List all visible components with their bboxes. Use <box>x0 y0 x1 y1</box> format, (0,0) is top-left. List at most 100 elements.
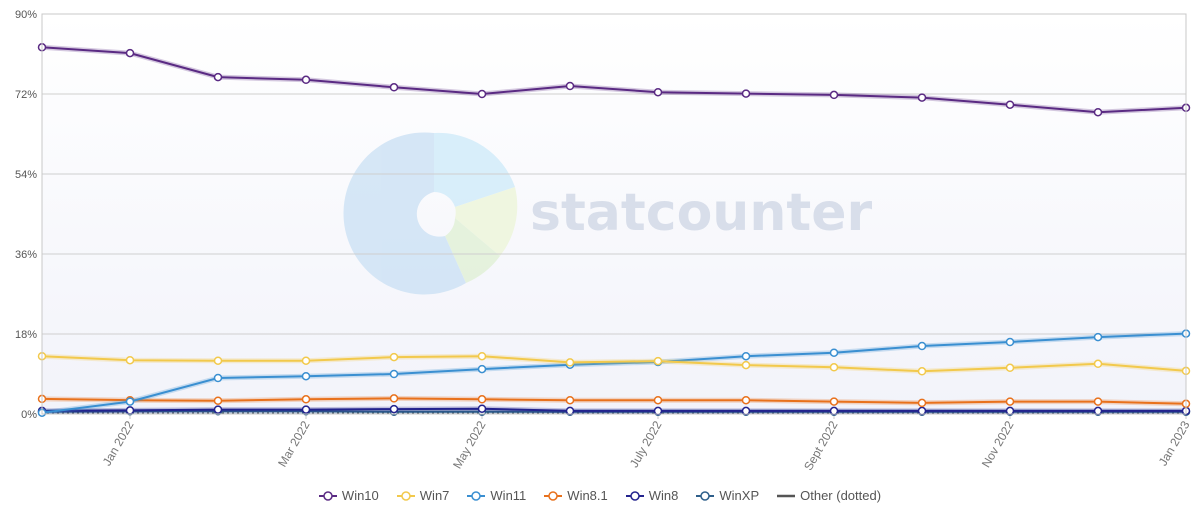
data-point[interactable] <box>653 87 663 97</box>
legend-item-win11[interactable]: Win11 <box>467 488 526 503</box>
data-point[interactable] <box>389 369 399 379</box>
legend: Win10 Win7 Win11 Win8.1 Win8 WinXP Other (dott… <box>0 488 1200 503</box>
series-line <box>41 46 1187 114</box>
plot-border <box>41 13 1187 415</box>
data-point[interactable] <box>1093 359 1103 369</box>
legend-line-icon <box>777 494 796 497</box>
data-point[interactable] <box>477 404 487 413</box>
data-point[interactable] <box>917 93 927 102</box>
series-line <box>41 407 1186 412</box>
y-tick-label: 54% <box>15 169 37 181</box>
data-point[interactable] <box>477 89 487 99</box>
y-tick-label: 72% <box>15 89 37 101</box>
data-point[interactable] <box>301 371 311 381</box>
data-point[interactable] <box>829 363 839 372</box>
series-win8-1 <box>37 394 1191 409</box>
data-point[interactable] <box>741 406 751 416</box>
data-point[interactable] <box>477 395 487 404</box>
data-point[interactable] <box>741 351 751 361</box>
series-line <box>41 397 1187 405</box>
data-point[interactable] <box>213 405 223 414</box>
data-point[interactable] <box>829 406 839 416</box>
data-point[interactable] <box>477 351 487 361</box>
data-point[interactable] <box>829 90 839 100</box>
x-tick-label: Jan 2022 <box>100 418 137 468</box>
data-point[interactable] <box>653 395 663 405</box>
data-point[interactable] <box>1005 100 1015 109</box>
legend-item-win8[interactable]: Win8 <box>625 488 679 503</box>
data-point[interactable] <box>565 406 575 416</box>
legend-label: Other (dotted) <box>800 488 882 503</box>
data-point[interactable] <box>301 395 311 404</box>
legend-circle-icon <box>696 490 715 501</box>
data-point[interactable] <box>1005 397 1015 406</box>
data-point[interactable] <box>741 89 751 98</box>
x-tick-label: May 2022 <box>450 418 489 471</box>
data-point[interactable] <box>389 404 399 414</box>
data-point[interactable] <box>389 83 399 92</box>
data-point[interactable] <box>125 406 135 415</box>
data-point[interactable] <box>301 356 311 365</box>
plot-background <box>42 14 1186 414</box>
data-point[interactable] <box>565 358 575 367</box>
data-point[interactable] <box>917 367 927 376</box>
legend-item-win7[interactable]: Win7 <box>396 488 450 503</box>
data-point[interactable] <box>125 48 135 58</box>
legend-label: Win8 <box>648 488 679 503</box>
grid <box>42 93 1186 335</box>
data-point[interactable] <box>1005 406 1015 416</box>
data-point[interactable] <box>1005 337 1015 347</box>
data-point[interactable] <box>741 360 751 370</box>
data-point[interactable] <box>389 394 399 403</box>
data-point[interactable] <box>917 398 927 408</box>
x-tick-label: Mar 2022 <box>275 418 313 469</box>
y-tick-label: 36% <box>15 249 37 261</box>
data-point[interactable] <box>565 81 575 91</box>
legend-item-winxp[interactable]: WinXP <box>696 488 759 503</box>
watermark-text: statcounter <box>530 183 872 243</box>
data-point[interactable] <box>1093 406 1103 416</box>
series-win10 <box>37 43 1191 117</box>
data-point[interactable] <box>213 72 223 82</box>
data-point[interactable] <box>301 405 311 414</box>
data-point[interactable] <box>917 406 927 416</box>
legend-circle-icon <box>396 490 415 501</box>
legend-item-other-dotted[interactable]: Other (dotted) <box>777 488 881 503</box>
y-axis-labels: 0% 18% 36% 54% 72% 90% <box>15 9 37 421</box>
y-tick-label: 90% <box>15 9 37 21</box>
legend-label: Win7 <box>419 488 450 503</box>
data-point[interactable] <box>829 348 839 357</box>
data-point[interactable] <box>477 364 487 374</box>
data-point[interactable] <box>565 395 575 405</box>
data-point[interactable] <box>741 395 751 405</box>
data-point[interactable] <box>213 356 223 365</box>
series-win8 <box>37 404 1191 416</box>
y-tick-label: 18% <box>15 329 37 341</box>
series-lines <box>37 43 1191 417</box>
data-point[interactable] <box>301 75 311 85</box>
data-point[interactable] <box>1093 107 1103 117</box>
legend-label: Win11 <box>490 488 527 503</box>
data-point[interactable] <box>829 397 839 406</box>
data-point[interactable] <box>653 356 663 366</box>
x-tick-label: Sept 2022 <box>801 418 841 473</box>
legend-circle-icon <box>544 490 563 501</box>
data-point[interactable] <box>213 373 223 383</box>
data-point[interactable] <box>1093 332 1103 342</box>
legend-item-win8-1[interactable]: Win8.1 <box>544 488 608 503</box>
legend-item-win10[interactable]: Win10 <box>318 488 379 503</box>
data-point[interactable] <box>1005 363 1015 373</box>
data-point[interactable] <box>125 355 135 365</box>
data-point[interactable] <box>389 352 399 362</box>
data-point[interactable] <box>653 406 663 416</box>
data-point[interactable] <box>213 396 223 405</box>
data-point[interactable] <box>1093 397 1103 406</box>
x-tick-label: Nov 2022 <box>979 418 1017 470</box>
data-point[interactable] <box>917 341 927 351</box>
x-tick-label: Jan 2023 <box>1156 418 1193 468</box>
legend-circle-icon <box>467 490 486 501</box>
data-point[interactable] <box>125 397 135 406</box>
legend-label: Win8.1 <box>567 488 608 503</box>
y-tick-label: 0% <box>21 409 37 421</box>
